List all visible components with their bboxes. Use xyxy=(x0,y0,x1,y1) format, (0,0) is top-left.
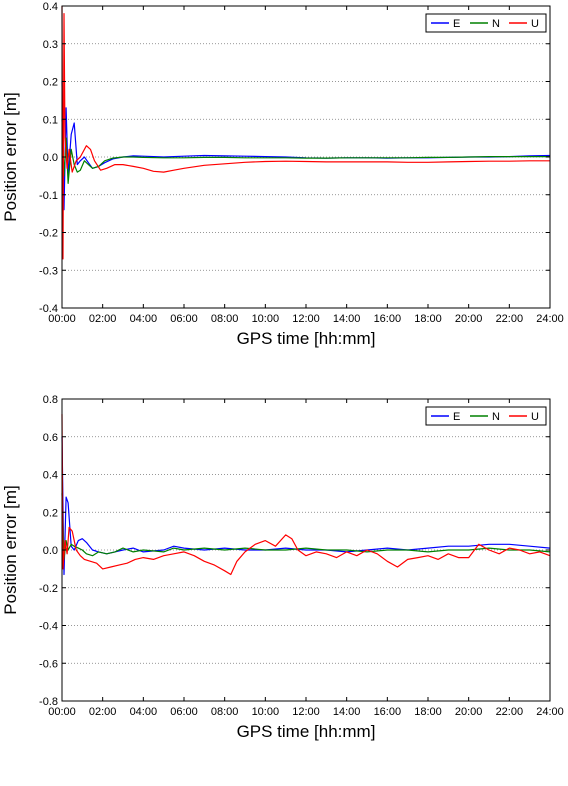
y-tick-label: 0.1 xyxy=(43,114,58,126)
x-tick-label: 06:00 xyxy=(170,313,198,325)
x-tick-label: 00:00 xyxy=(48,706,76,718)
x-axis: 00:00 02:00 04:00 06:00 08:00 10:00 12:00 14:00… xyxy=(48,6,564,325)
legend-label-U: U xyxy=(531,18,539,30)
y-tick-label: -0.1 xyxy=(39,190,58,202)
x-tick-label: 22:00 xyxy=(496,313,524,325)
y-tick-label: 0.2 xyxy=(43,507,58,519)
legend-label-E: E xyxy=(453,18,460,30)
x-axis-label: GPS time [hh:mm] xyxy=(237,722,376,741)
x-tick-label: 22:00 xyxy=(496,706,524,718)
legend-label-N: N xyxy=(492,411,500,423)
x-tick-label: 18:00 xyxy=(414,313,442,325)
x-tick-label: 18:00 xyxy=(414,706,442,718)
x-tick-label: 06:00 xyxy=(170,706,198,718)
x-tick-label: 16:00 xyxy=(374,313,402,325)
y-tick-label: 0.4 xyxy=(43,1,58,13)
y-tick-label: -0.8 xyxy=(39,696,58,708)
x-tick-label: 08:00 xyxy=(211,706,239,718)
y-tick-label: -0.6 xyxy=(39,658,58,670)
y-tick-label: -0.2 xyxy=(39,583,58,595)
chart-top: 00:00 02:00 04:00 06:00 08:00 10:00 12:00 14:00… xyxy=(1,1,564,348)
y-tick-label: 0.2 xyxy=(43,77,58,89)
x-axis: 00:00 02:00 04:00 06:00 08:00 10:00 12:00 14:00… xyxy=(48,399,564,718)
x-tick-label: 14:00 xyxy=(333,706,361,718)
series-line-E xyxy=(61,436,551,576)
y-tick-label: 0.0 xyxy=(43,545,58,557)
chart-bottom: 00:00 02:00 04:00 06:00 08:00 10:00 12:00 14:00… xyxy=(1,394,564,741)
x-tick-label: 08:00 xyxy=(211,313,239,325)
series-line-N xyxy=(61,119,550,184)
x-tick-label: 10:00 xyxy=(252,706,280,718)
y-tick-label: 0.3 xyxy=(43,39,58,51)
y-tick-label: 0.4 xyxy=(43,470,58,482)
x-tick-label: 20:00 xyxy=(455,706,483,718)
x-tick-label: 16:00 xyxy=(374,706,402,718)
x-tick-label: 04:00 xyxy=(130,313,158,325)
y-axis-label: Position error [m] xyxy=(1,485,20,614)
y-tick-label: 0.8 xyxy=(43,394,58,406)
series-group xyxy=(61,5,551,260)
y-tick-label: -0.2 xyxy=(39,228,58,240)
legend-label-E: E xyxy=(453,411,460,423)
x-tick-label: 12:00 xyxy=(292,706,320,718)
legend-label-N: N xyxy=(492,18,500,30)
y-axis: -0.8 -0.6 -0.4 -0.2 0.0 0.2 0.4 0.6 0.8 xyxy=(39,394,550,708)
x-tick-label: 00:00 xyxy=(48,313,76,325)
x-tick-label: 10:00 xyxy=(252,313,280,325)
y-tick-label: -0.4 xyxy=(39,621,58,633)
x-tick-label: 24:00 xyxy=(536,706,564,718)
y-axis: -0.4 -0.3 -0.2 -0.1 0.0 0.1 0.2 0.3 0.4 xyxy=(39,1,550,315)
x-tick-label: 04:00 xyxy=(130,706,158,718)
x-tick-label: 02:00 xyxy=(89,313,117,325)
x-tick-label: 24:00 xyxy=(536,313,564,325)
x-tick-label: 12:00 xyxy=(292,313,320,325)
legend-label-U: U xyxy=(531,411,539,423)
series-line-N xyxy=(61,493,551,560)
x-tick-label: 20:00 xyxy=(455,313,483,325)
series-line-E xyxy=(61,81,551,211)
y-tick-label: 0.6 xyxy=(43,432,58,444)
series-line-U xyxy=(61,5,550,260)
series-group xyxy=(61,414,551,576)
y-axis-label: Position error [m] xyxy=(1,92,20,221)
y-tick-label: 0.0 xyxy=(43,152,58,164)
y-tick-label: -0.4 xyxy=(39,303,58,315)
x-tick-label: 14:00 xyxy=(333,313,361,325)
x-tick-label: 02:00 xyxy=(89,706,117,718)
x-axis-label: GPS time [hh:mm] xyxy=(237,329,376,348)
y-tick-label: -0.3 xyxy=(39,265,58,277)
series-line-U xyxy=(61,414,551,576)
